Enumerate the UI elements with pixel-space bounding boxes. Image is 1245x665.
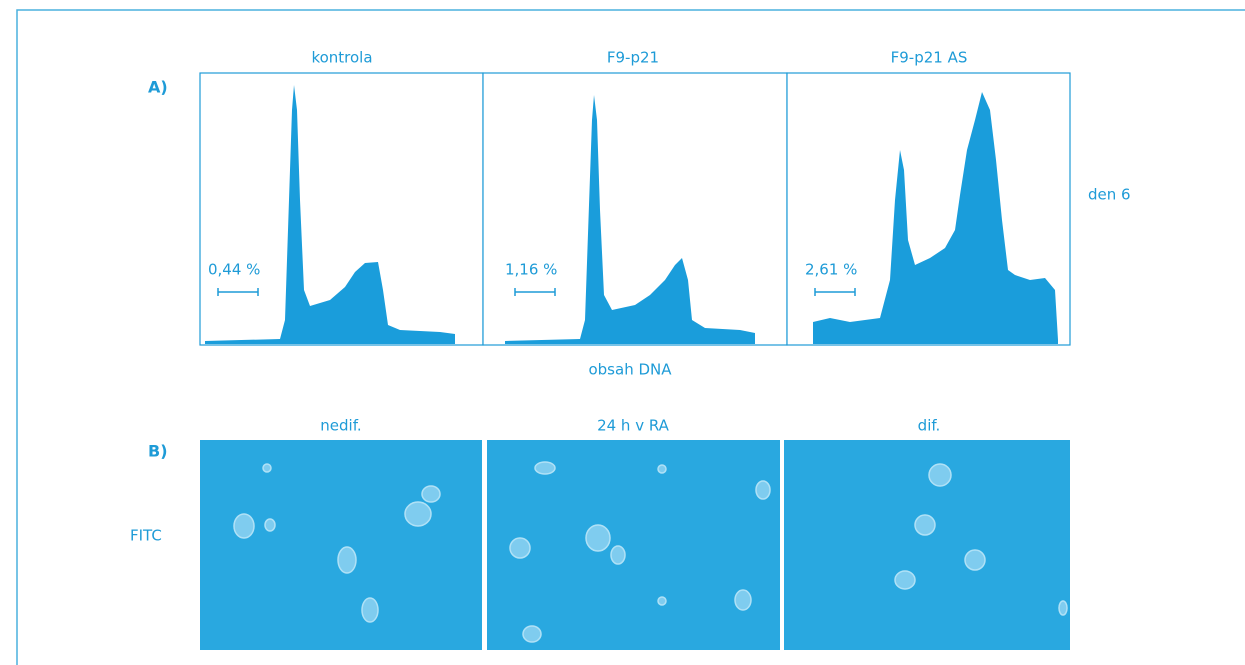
micrograph <box>200 440 482 650</box>
histogram-title: F9-p21 <box>607 49 659 67</box>
histogram-box <box>483 73 787 345</box>
cell <box>611 546 625 564</box>
cell <box>658 465 666 473</box>
cell <box>523 626 541 642</box>
cell <box>915 515 935 535</box>
cell <box>895 571 915 589</box>
micrograph <box>784 440 1070 650</box>
cell <box>510 538 530 558</box>
x-axis-label: obsah DNA <box>588 361 672 379</box>
percent-label: 0,44 % <box>208 261 260 279</box>
cell <box>234 514 254 538</box>
percent-label: 2,61 % <box>805 261 857 279</box>
row-label: den 6 <box>1088 186 1131 204</box>
row-label: FITC <box>130 527 162 545</box>
cell <box>422 486 440 502</box>
figure: A) kontrola F9-p21 F9-p21 AS 0,44 % 1,16… <box>0 0 1245 665</box>
image-title: 24 h v RA <box>597 417 670 435</box>
cell <box>535 462 555 474</box>
cell <box>362 598 378 622</box>
histogram-title: kontrola <box>311 49 372 67</box>
image-title: nedif. <box>320 417 361 435</box>
cell <box>263 464 271 472</box>
panel-label: B) <box>148 442 168 461</box>
micrographs <box>200 440 1070 650</box>
micrograph <box>487 440 780 650</box>
cell <box>658 597 666 605</box>
histogram-title: F9-p21 AS <box>891 49 968 67</box>
cell <box>965 550 985 570</box>
image-title: dif. <box>918 417 941 435</box>
histograms <box>200 73 1070 345</box>
panel-label: A) <box>148 78 168 97</box>
percent-label: 1,16 % <box>505 261 557 279</box>
cell <box>405 502 431 526</box>
cell <box>586 525 610 551</box>
cell <box>265 519 275 531</box>
cell <box>735 590 751 610</box>
cell <box>756 481 770 499</box>
cell <box>338 547 356 573</box>
cell <box>1059 601 1067 615</box>
cell <box>929 464 951 486</box>
